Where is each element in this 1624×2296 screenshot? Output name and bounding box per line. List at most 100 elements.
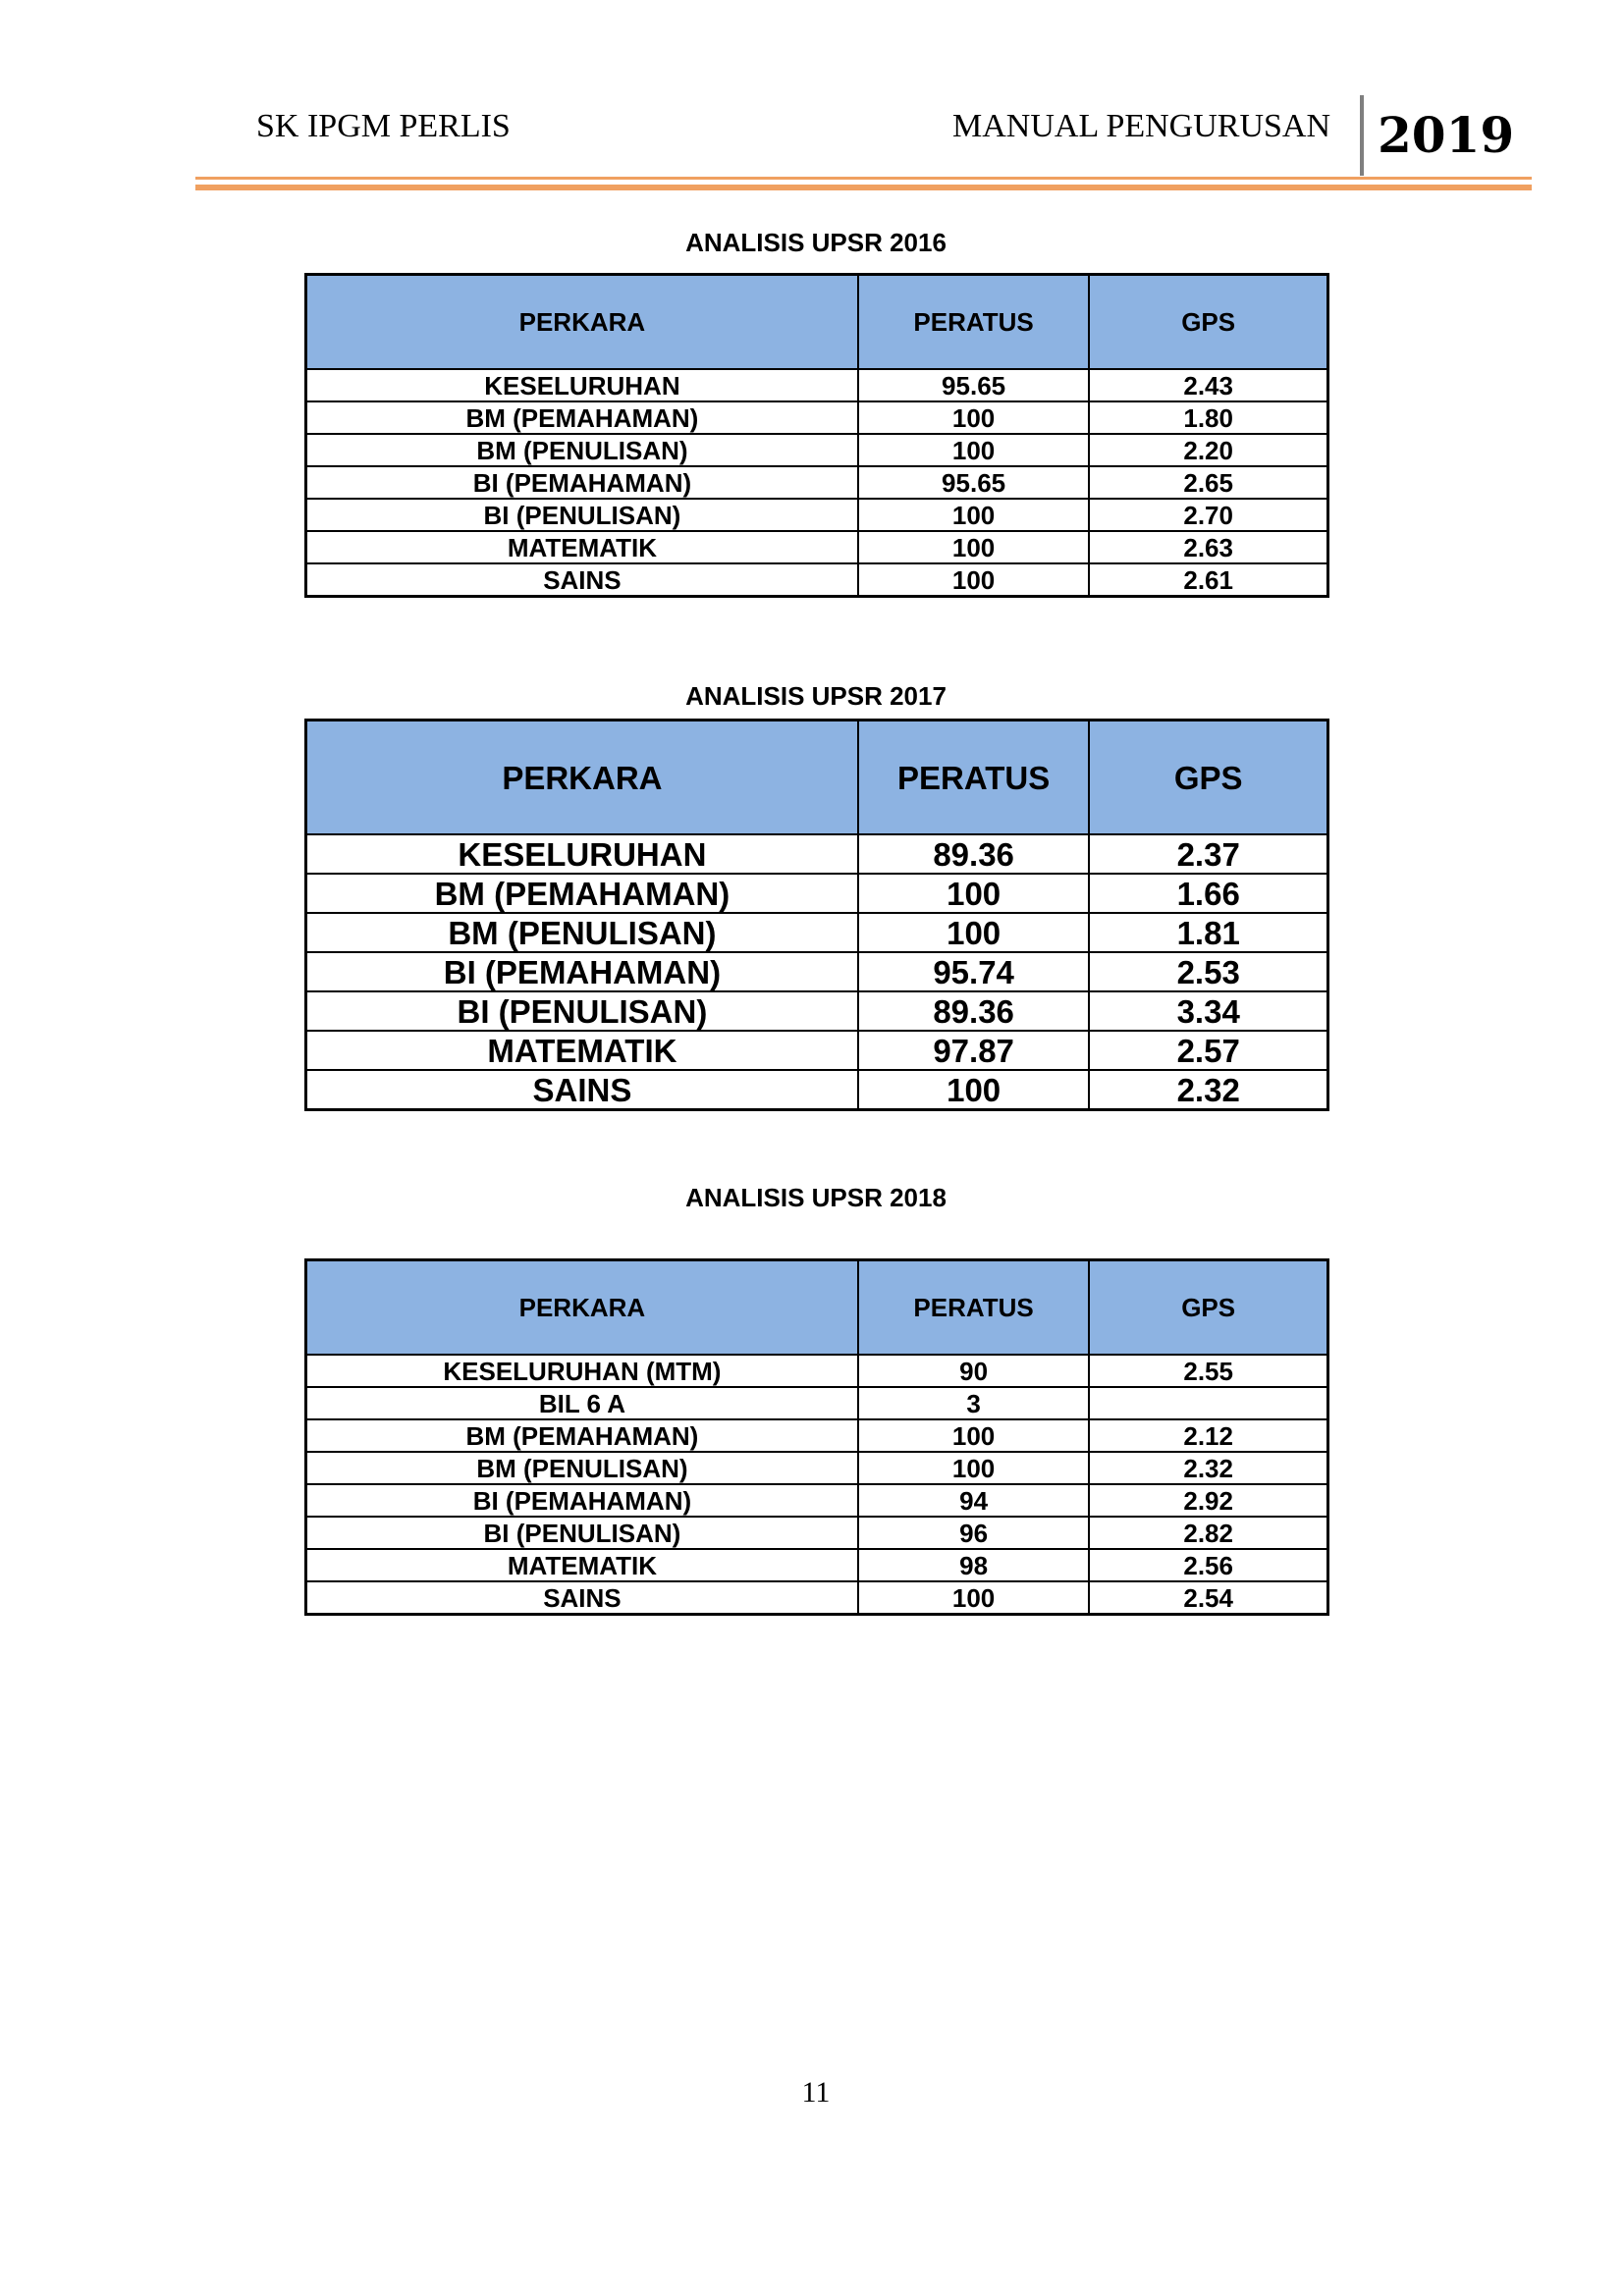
table-cell: BM (PEMAHAMAN) bbox=[304, 1418, 859, 1453]
table-cell: 2.55 bbox=[1088, 1354, 1329, 1388]
header-rule-thick bbox=[195, 185, 1532, 190]
table-cell: BM (PENULISAN) bbox=[304, 912, 859, 953]
table-cell: 2.32 bbox=[1088, 1451, 1329, 1485]
table-cell: 2.54 bbox=[1088, 1580, 1329, 1616]
table-cell: BM (PEMAHAMAN) bbox=[304, 873, 859, 914]
table-cell: MATEMATIK bbox=[304, 1030, 859, 1071]
table-row: MATEMATIK 100 2.63 bbox=[304, 530, 1329, 564]
table-cell: 100 bbox=[856, 1069, 1091, 1111]
table-row: SAINS 100 2.61 bbox=[304, 562, 1329, 598]
table-upsr-2018: PERKARA PERATUS GPS KESELURUHAN (MTM) 90 2.55… bbox=[304, 1258, 1329, 1616]
table-header-row: PERKARA PERATUS GPS bbox=[304, 273, 1329, 370]
table-cell: SAINS bbox=[304, 1069, 859, 1111]
table-cell: 97.87 bbox=[856, 1030, 1091, 1071]
table-cell: 2.61 bbox=[1088, 562, 1329, 598]
table-row: BM (PEMAHAMAN) 100 1.66 bbox=[304, 873, 1329, 914]
table-row: BM (PENULISAN) 100 1.81 bbox=[304, 912, 1329, 953]
table-cell: BI (PENULISAN) bbox=[304, 990, 859, 1032]
header-year: 2019 bbox=[1378, 106, 1515, 164]
header-divider bbox=[1360, 95, 1364, 176]
table-cell: 2.82 bbox=[1088, 1516, 1329, 1550]
header-document-title: MANUAL PENGURUSAN bbox=[952, 108, 1331, 144]
table-cell: MATEMATIK bbox=[304, 530, 859, 564]
table-title-2016: ANALISIS UPSR 2016 bbox=[685, 228, 947, 257]
column-header: GPS bbox=[1088, 719, 1329, 835]
table-row: BI (PEMAHAMAN) 94 2.92 bbox=[304, 1483, 1329, 1518]
table-row: BM (PENULISAN) 100 2.20 bbox=[304, 433, 1329, 467]
table-row: KESELURUHAN 95.65 2.43 bbox=[304, 368, 1329, 402]
table-cell: BI (PEMAHAMAN) bbox=[304, 951, 859, 992]
column-header: PERKARA bbox=[304, 273, 859, 370]
table-row: BI (PEMAHAMAN) 95.65 2.65 bbox=[304, 465, 1329, 500]
table-cell: 95.65 bbox=[856, 465, 1091, 500]
table-header-row: PERKARA PERATUS GPS bbox=[304, 1258, 1329, 1356]
table-cell: 2.70 bbox=[1088, 498, 1329, 532]
column-header: GPS bbox=[1088, 1258, 1329, 1356]
table-row: BI (PEMAHAMAN) 95.74 2.53 bbox=[304, 951, 1329, 992]
table-cell: BM (PENULISAN) bbox=[304, 1451, 859, 1485]
column-header: PERKARA bbox=[304, 1258, 859, 1356]
table-upsr-2016: PERKARA PERATUS GPS KESELURUHAN 95.65 2.43 BM … bbox=[304, 273, 1329, 598]
table-cell: BM (PEMAHAMAN) bbox=[304, 400, 859, 435]
table-cell: 100 bbox=[856, 562, 1091, 598]
table-cell: 96 bbox=[856, 1516, 1091, 1550]
table-cell: 100 bbox=[856, 1451, 1091, 1485]
table-cell: 100 bbox=[856, 400, 1091, 435]
table-cell: 2.32 bbox=[1088, 1069, 1329, 1111]
table-row: KESELURUHAN (MTM) 90 2.55 bbox=[304, 1354, 1329, 1388]
header-rule-thin bbox=[195, 177, 1532, 180]
table-cell: BI (PEMAHAMAN) bbox=[304, 1483, 859, 1518]
page-number: 11 bbox=[801, 2076, 831, 2109]
table-cell: 95.65 bbox=[856, 368, 1091, 402]
table-cell: 2.37 bbox=[1088, 833, 1329, 875]
table-cell: 1.66 bbox=[1088, 873, 1329, 914]
table-cell: SAINS bbox=[304, 562, 859, 598]
table-cell: 1.80 bbox=[1088, 400, 1329, 435]
table-cell: 2.63 bbox=[1088, 530, 1329, 564]
table-cell: 100 bbox=[856, 912, 1091, 953]
table-title-2017: ANALISIS UPSR 2017 bbox=[685, 681, 947, 711]
table-row: BM (PENULISAN) 100 2.32 bbox=[304, 1451, 1329, 1485]
table-cell: 2.56 bbox=[1088, 1548, 1329, 1582]
table-row: BM (PEMAHAMAN) 100 1.80 bbox=[304, 400, 1329, 435]
header-school-name: SK IPGM PERLIS bbox=[256, 108, 511, 144]
table-row: BI (PENULISAN) 89.36 3.34 bbox=[304, 990, 1329, 1032]
table-header-row: PERKARA PERATUS GPS bbox=[304, 719, 1329, 835]
table-cell: 2.92 bbox=[1088, 1483, 1329, 1518]
table-cell: 100 bbox=[856, 530, 1091, 564]
table-cell: BIL 6 A bbox=[304, 1386, 859, 1420]
table-cell: BM (PENULISAN) bbox=[304, 433, 859, 467]
table-cell: 1.81 bbox=[1088, 912, 1329, 953]
table-cell: KESELURUHAN bbox=[304, 833, 859, 875]
table-row: SAINS 100 2.32 bbox=[304, 1069, 1329, 1111]
table-row: MATEMATIK 98 2.56 bbox=[304, 1548, 1329, 1582]
table-cell: 2.57 bbox=[1088, 1030, 1329, 1071]
table-cell: 3 bbox=[856, 1386, 1091, 1420]
table-cell: 2.12 bbox=[1088, 1418, 1329, 1453]
table-row: SAINS 100 2.54 bbox=[304, 1580, 1329, 1616]
table-row: BI (PENULISAN) 96 2.82 bbox=[304, 1516, 1329, 1550]
table-cell bbox=[1088, 1386, 1329, 1420]
table-cell: KESELURUHAN bbox=[304, 368, 859, 402]
table-cell: BI (PENULISAN) bbox=[304, 498, 859, 532]
column-header: PERKARA bbox=[304, 719, 859, 835]
table-row: KESELURUHAN 89.36 2.37 bbox=[304, 833, 1329, 875]
table-cell: 90 bbox=[856, 1354, 1091, 1388]
table-cell: SAINS bbox=[304, 1580, 859, 1616]
table-cell: 2.43 bbox=[1088, 368, 1329, 402]
table-cell: 3.34 bbox=[1088, 990, 1329, 1032]
table-upsr-2017: PERKARA PERATUS GPS KESELURUHAN 89.36 2.37 BM … bbox=[304, 719, 1329, 1111]
table-cell: 2.53 bbox=[1088, 951, 1329, 992]
column-header: PERATUS bbox=[856, 719, 1091, 835]
table-cell: 100 bbox=[856, 873, 1091, 914]
table-cell: 89.36 bbox=[856, 990, 1091, 1032]
table-cell: 100 bbox=[856, 1418, 1091, 1453]
table-cell: 95.74 bbox=[856, 951, 1091, 992]
table-row: BI (PENULISAN) 100 2.70 bbox=[304, 498, 1329, 532]
table-row: MATEMATIK 97.87 2.57 bbox=[304, 1030, 1329, 1071]
table-cell: 100 bbox=[856, 433, 1091, 467]
table-cell: 2.20 bbox=[1088, 433, 1329, 467]
table-cell: KESELURUHAN (MTM) bbox=[304, 1354, 859, 1388]
column-header: GPS bbox=[1088, 273, 1329, 370]
